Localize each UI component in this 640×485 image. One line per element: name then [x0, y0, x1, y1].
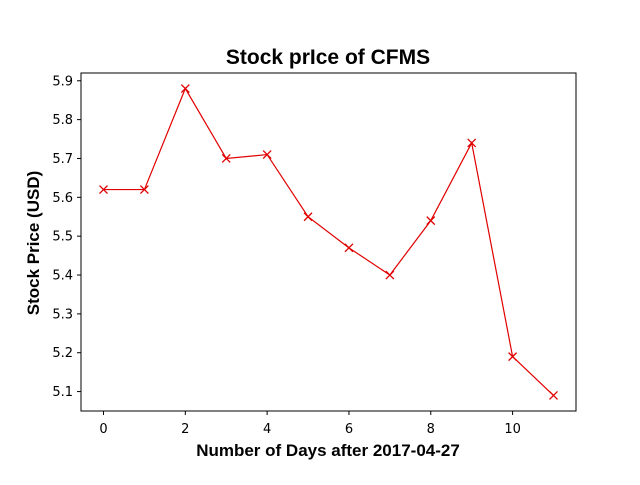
data-point-marker — [508, 352, 518, 362]
y-tick-label: 5.2 — [52, 346, 73, 361]
x-tick-label: 4 — [263, 422, 271, 437]
y-tick-label: 5.3 — [52, 307, 73, 322]
y-tick-label: 5.7 — [52, 152, 73, 167]
data-point-marker — [426, 216, 436, 226]
data-point-marker — [262, 150, 272, 160]
y-tick-label: 5.5 — [52, 230, 73, 245]
y-tick-label: 5.1 — [52, 385, 73, 400]
x-tick-label: 10 — [504, 422, 521, 437]
y-tick-label: 5.9 — [52, 74, 73, 89]
x-tick-label: 2 — [181, 422, 189, 437]
x-tick-label: 8 — [427, 422, 435, 437]
plot-frame — [80, 72, 577, 412]
data-point-marker — [385, 270, 395, 280]
x-axis-label: Number of Days after 2017-04-27 — [196, 441, 460, 460]
data-point-marker — [344, 243, 354, 253]
data-point-marker — [467, 138, 477, 148]
y-axis-label: Stock Price (USD) — [24, 171, 43, 316]
y-tick-label: 5.6 — [52, 191, 73, 206]
x-tick-label: 6 — [345, 422, 353, 437]
data-point-marker — [139, 185, 149, 195]
y-tick-label: 5.8 — [52, 113, 73, 128]
chart-title: Stock prIce of CFMS — [226, 46, 430, 69]
data-point-marker — [549, 391, 558, 400]
data-point-marker — [180, 84, 190, 93]
x-tick-label: 0 — [99, 422, 107, 437]
y-tick-label: 5.4 — [52, 269, 73, 284]
data-point-marker — [303, 212, 313, 222]
data-point-marker — [99, 185, 108, 195]
series-line — [103, 87, 554, 396]
data-point-marker — [221, 154, 231, 163]
